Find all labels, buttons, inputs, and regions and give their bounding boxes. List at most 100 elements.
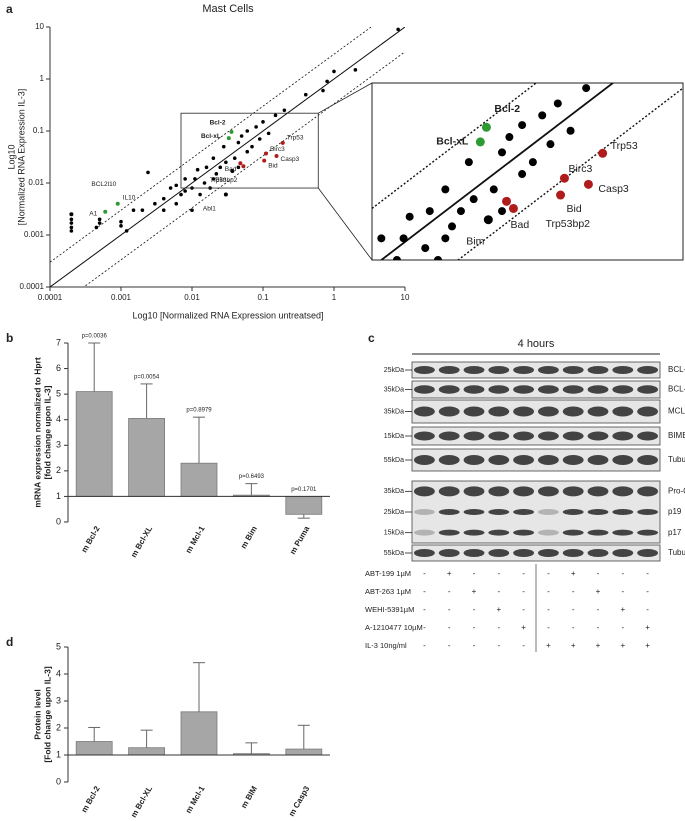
treatment-sign: - <box>646 587 649 596</box>
data-point <box>236 140 241 145</box>
inset-point <box>309 293 317 301</box>
inset-point <box>120 339 128 347</box>
data-point <box>183 189 187 193</box>
panel-label: b <box>6 331 13 345</box>
treatment-sign: - <box>473 641 476 650</box>
band <box>562 549 584 557</box>
band <box>463 529 485 536</box>
treatment-sign: - <box>423 605 426 614</box>
treatment-label: IL-3 10ng/ml <box>365 641 407 650</box>
y-tick-label: 0.01 <box>28 178 44 187</box>
data-point <box>257 137 262 141</box>
reference-line <box>50 27 372 263</box>
x-tick-label: 0.0001 <box>38 293 63 302</box>
reference-line <box>379 83 615 260</box>
treatment-sign: - <box>448 641 451 650</box>
band <box>463 549 485 557</box>
treatment-sign: - <box>497 641 500 650</box>
treatment-sign: + <box>546 641 551 650</box>
treatment-sign: - <box>522 569 525 578</box>
x-tick-label: m Mcl-1 <box>184 784 207 815</box>
y-tick-label: 1 <box>56 491 61 501</box>
treatment-sign: - <box>448 623 451 632</box>
data-point <box>183 177 187 181</box>
x-tick-label: 0.001 <box>111 293 132 302</box>
y-tick-label: 3 <box>56 440 61 450</box>
band <box>438 529 460 536</box>
inset-point <box>421 244 430 253</box>
band <box>438 406 460 417</box>
data-point <box>273 113 278 118</box>
band <box>587 431 609 441</box>
y-tick-label: 5 <box>56 389 61 399</box>
labeled-point <box>115 201 120 206</box>
treatment-sign: + <box>447 569 452 578</box>
point-label: Trp53bp2 <box>210 177 238 184</box>
band <box>537 366 559 374</box>
band <box>513 385 535 394</box>
x-tick-label: 0.01 <box>184 293 200 302</box>
treatment-sign: - <box>423 587 426 596</box>
band <box>562 366 584 374</box>
size-marker: 55kDa <box>384 457 404 464</box>
band <box>537 385 559 394</box>
y-tick-label: 10 <box>35 22 44 31</box>
band <box>562 529 584 536</box>
size-marker: 35kDa <box>384 386 404 393</box>
zoom-connector <box>317 187 373 261</box>
inset-point <box>528 158 537 167</box>
band <box>438 486 460 497</box>
data-point <box>161 196 166 201</box>
data-point <box>204 165 209 170</box>
labeled-point <box>69 212 74 217</box>
x-tick-label: m Bcl-2 <box>80 524 103 554</box>
data-point <box>236 165 241 170</box>
data-point <box>119 224 123 228</box>
band <box>587 549 609 557</box>
p-value: p=0.6493 <box>239 474 265 480</box>
point-label: Abl1 <box>203 205 216 212</box>
point-label: Trp53 <box>287 135 304 142</box>
x-tick-label: m Puma <box>288 524 312 556</box>
band <box>413 385 435 394</box>
data-point <box>214 172 219 176</box>
inset-point <box>464 158 473 167</box>
data-point <box>266 131 271 136</box>
treatment-sign: - <box>547 623 550 632</box>
reference-line <box>372 83 538 210</box>
point-label: A1 <box>89 210 97 217</box>
data-point <box>69 229 74 233</box>
treatment-sign: + <box>620 641 625 650</box>
size-marker: 25kDa <box>384 367 404 374</box>
treatment-sign: - <box>522 641 525 650</box>
band <box>463 455 485 465</box>
data-point <box>190 208 194 212</box>
band <box>488 455 510 465</box>
inset-labeled-point <box>559 173 569 183</box>
inset-point <box>469 195 478 204</box>
band <box>612 406 634 417</box>
band <box>537 549 559 557</box>
protein-label: BCL-XL <box>668 385 685 394</box>
treatment-label: ABT-199 1µM <box>365 569 411 578</box>
inset-point-label: Trp53bp2 <box>545 218 590 230</box>
band <box>587 366 609 374</box>
data-point <box>195 167 200 172</box>
size-marker: 35kDa <box>384 488 404 495</box>
treatment-sign: - <box>448 605 451 614</box>
bar <box>180 462 218 497</box>
band <box>513 366 535 374</box>
size-marker: 55kDa <box>384 550 404 557</box>
zoom-connector <box>318 82 373 114</box>
data-point <box>168 186 173 190</box>
size-marker: 15kDa <box>384 433 404 440</box>
band <box>488 385 510 394</box>
band <box>637 486 659 497</box>
band <box>513 549 535 557</box>
band <box>463 486 485 497</box>
data-point <box>140 208 145 212</box>
size-marker: 25kDa <box>384 509 404 516</box>
data-point <box>97 221 102 225</box>
treatment-sign: - <box>423 623 426 632</box>
inset-point <box>411 271 419 279</box>
